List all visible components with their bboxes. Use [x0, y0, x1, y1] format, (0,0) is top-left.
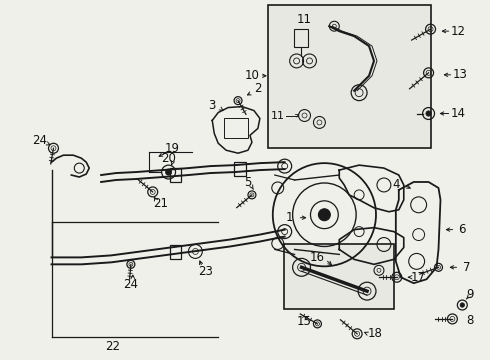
Text: 8: 8 [466, 314, 474, 327]
Text: 15: 15 [297, 315, 312, 328]
Text: 6: 6 [459, 223, 466, 236]
Text: 18: 18 [368, 327, 382, 340]
Text: 24: 24 [32, 134, 47, 147]
Text: 16: 16 [310, 251, 325, 264]
Bar [234, 162, 246, 176]
Text: 1: 1 [286, 211, 294, 224]
Text: 14: 14 [451, 107, 466, 120]
Circle shape [460, 303, 465, 307]
Text: 21: 21 [153, 197, 168, 210]
Circle shape [426, 111, 431, 116]
Text: 22: 22 [105, 340, 121, 353]
Text: 10: 10 [245, 69, 259, 82]
Bar [170, 246, 181, 260]
Text: 5: 5 [245, 176, 252, 189]
Text: 20: 20 [161, 152, 176, 165]
Text: 24: 24 [123, 278, 138, 291]
Text: 19: 19 [165, 142, 180, 155]
Bar [170, 168, 181, 182]
Circle shape [166, 169, 171, 175]
Text: 4: 4 [392, 179, 399, 192]
Text: 7: 7 [463, 261, 470, 274]
Text: 11: 11 [271, 111, 285, 121]
Bar [294, 29, 308, 47]
Circle shape [318, 209, 330, 221]
Text: 12: 12 [451, 24, 466, 38]
Text: 9: 9 [466, 288, 474, 301]
Text: 23: 23 [198, 265, 213, 278]
Bar [268, 5, 431, 148]
Bar [224, 118, 248, 138]
Text: 13: 13 [453, 68, 468, 81]
Text: 2: 2 [254, 82, 262, 95]
Text: 11: 11 [297, 13, 312, 26]
Text: 17: 17 [411, 271, 426, 284]
Bar [284, 243, 394, 309]
Text: 3: 3 [209, 99, 216, 112]
